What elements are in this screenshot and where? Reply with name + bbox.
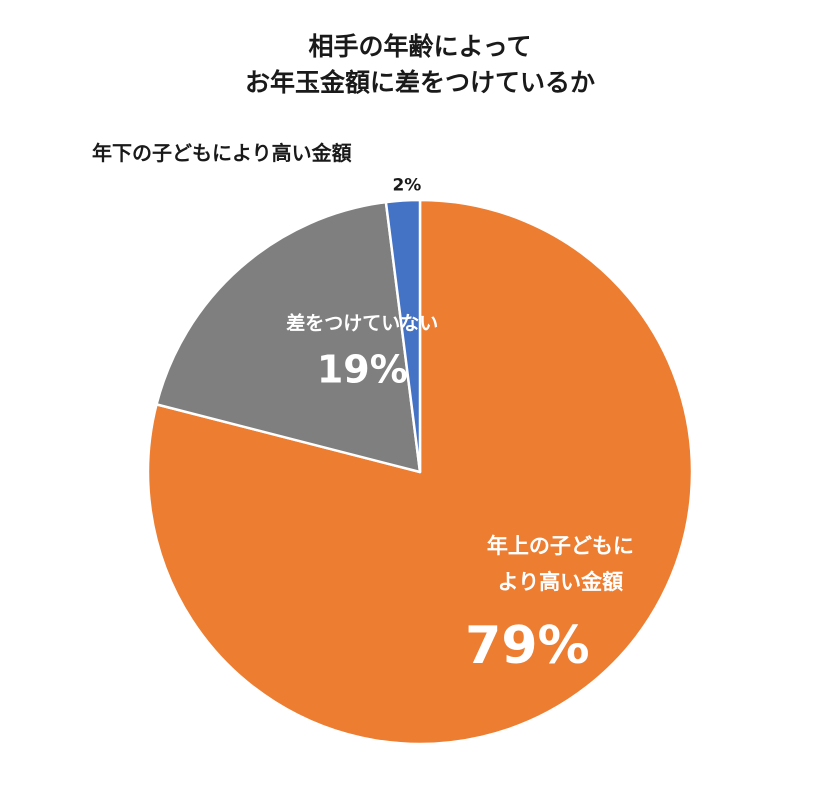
slice-label-3: 年下の子どもにより高い金額 xyxy=(92,141,352,165)
pie-slices xyxy=(146,198,694,746)
chart-title-line-1: 相手の年齢によって xyxy=(308,32,531,61)
chart-title-line-2: お年玉金額に差をつけているか xyxy=(245,68,595,97)
slice-value-1: 79% xyxy=(465,616,589,676)
slice-value-2: 19% xyxy=(317,348,408,392)
slice-label-2-line-1: 差をつけていない xyxy=(286,312,438,335)
slice-label-1-line-2: より高い金額 xyxy=(498,570,624,594)
pie-slice-2 xyxy=(155,200,422,474)
pie-slice-1 xyxy=(146,198,694,746)
chart-title: 相手の年齢によって お年玉金額に差をつけているか xyxy=(245,32,595,97)
slice-value-3: 2% xyxy=(392,176,421,196)
pie-slice-3 xyxy=(384,198,422,474)
slice-label-1-line-1: 年上の子どもに xyxy=(487,534,634,558)
